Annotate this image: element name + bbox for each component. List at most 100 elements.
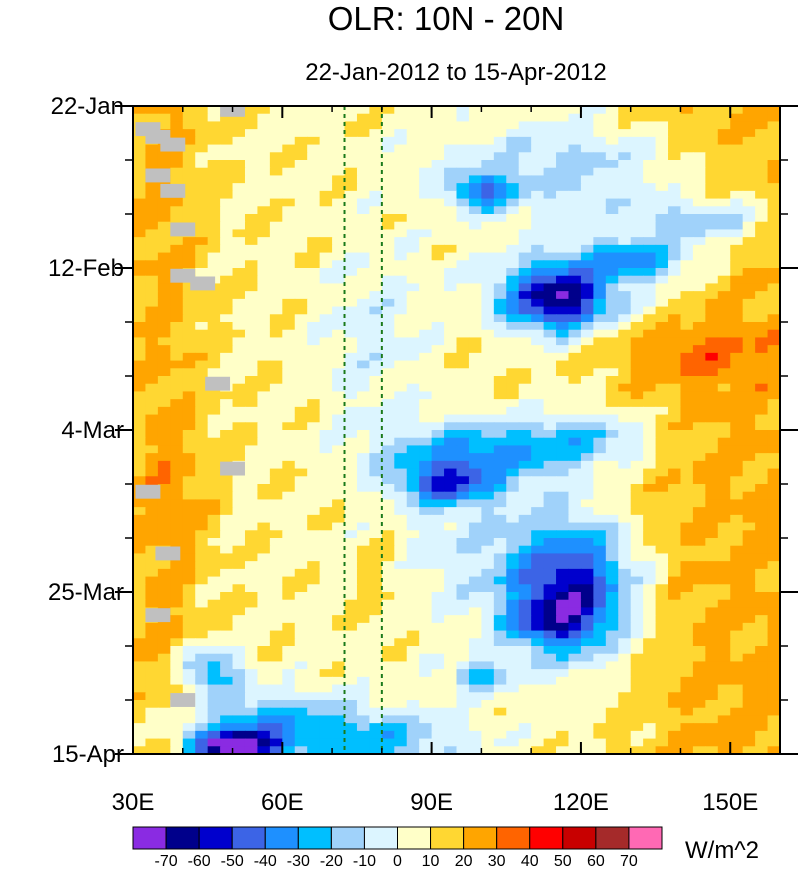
heatmap-cell bbox=[468, 661, 482, 670]
heatmap-cell bbox=[630, 345, 644, 354]
heatmap-cell bbox=[257, 337, 271, 346]
heatmap-cell bbox=[232, 229, 246, 238]
heatmap-cell bbox=[543, 692, 557, 701]
heatmap-cell bbox=[307, 244, 321, 254]
heatmap-cell bbox=[481, 121, 495, 130]
heatmap-cell bbox=[332, 268, 346, 277]
heatmap-cell bbox=[394, 561, 408, 570]
heatmap-cell bbox=[593, 252, 607, 261]
heatmap-cell bbox=[170, 576, 184, 585]
heatmap-cell bbox=[518, 453, 532, 462]
heatmap-cell bbox=[220, 599, 234, 609]
heatmap-cell bbox=[568, 723, 582, 732]
heatmap-cell bbox=[207, 630, 221, 639]
heatmap-cell bbox=[630, 460, 644, 470]
heatmap-cell bbox=[244, 545, 259, 555]
heatmap-cell bbox=[680, 167, 694, 177]
heatmap-cell bbox=[456, 491, 470, 501]
heatmap-cell bbox=[394, 568, 408, 578]
heatmap-cell bbox=[481, 260, 495, 269]
heatmap-cell bbox=[568, 622, 582, 632]
heatmap-cell bbox=[269, 615, 283, 624]
heatmap-cell bbox=[431, 422, 445, 431]
heatmap-cell bbox=[755, 337, 769, 346]
heatmap-cell bbox=[356, 275, 370, 285]
heatmap-cell bbox=[742, 738, 756, 747]
heatmap-cell bbox=[195, 237, 209, 246]
heatmap-cell bbox=[730, 646, 744, 655]
heatmap-cell bbox=[182, 190, 196, 200]
heatmap-cell bbox=[556, 576, 570, 585]
heatmap-cell bbox=[580, 615, 594, 624]
heatmap-cell bbox=[531, 283, 545, 292]
heatmap-cell bbox=[170, 568, 184, 578]
heatmap-cell bbox=[618, 653, 632, 663]
heatmap-cell bbox=[531, 206, 545, 215]
heatmap-cell bbox=[220, 144, 234, 153]
heatmap-cell bbox=[618, 291, 632, 300]
heatmap-cell bbox=[419, 376, 433, 385]
heatmap-cell bbox=[307, 414, 321, 423]
heatmap-cell bbox=[668, 329, 682, 339]
heatmap-cell bbox=[593, 553, 607, 562]
heatmap-cell bbox=[195, 306, 209, 315]
heatmap-cell bbox=[294, 430, 308, 439]
heatmap-cell bbox=[133, 244, 147, 254]
heatmap-cell bbox=[356, 730, 370, 740]
heatmap-cell bbox=[755, 106, 769, 115]
heatmap-cell bbox=[157, 229, 171, 238]
heatmap-cell bbox=[605, 707, 619, 717]
heatmap-cell bbox=[717, 692, 731, 701]
heatmap-cell bbox=[369, 360, 383, 369]
heatmap-cell bbox=[257, 576, 271, 585]
heatmap-cell bbox=[133, 406, 147, 416]
heatmap-cell bbox=[755, 484, 769, 493]
heatmap-cell bbox=[742, 553, 756, 562]
heatmap-cell bbox=[767, 584, 780, 593]
heatmap-cell bbox=[170, 460, 184, 470]
heatmap-cell bbox=[556, 167, 570, 177]
heatmap-cell bbox=[182, 175, 196, 184]
heatmap-cell bbox=[556, 476, 570, 485]
heatmap-cell bbox=[518, 190, 532, 200]
heatmap-cell bbox=[133, 700, 147, 709]
heatmap-cell bbox=[456, 576, 470, 585]
heatmap-cell bbox=[730, 376, 744, 385]
heatmap-cell bbox=[531, 221, 545, 231]
heatmap-cell bbox=[431, 445, 445, 454]
heatmap-cell bbox=[655, 468, 669, 477]
heatmap-cell bbox=[705, 661, 719, 670]
heatmap-cell bbox=[419, 692, 433, 701]
heatmap-cell bbox=[244, 144, 259, 153]
heatmap-cell bbox=[294, 244, 308, 254]
heatmap-cell bbox=[618, 676, 632, 686]
heatmap-cell bbox=[543, 275, 557, 285]
heatmap-cell bbox=[133, 730, 147, 740]
heatmap-cell bbox=[444, 275, 458, 285]
heatmap-cell bbox=[307, 545, 321, 555]
heatmap-cell bbox=[767, 175, 780, 184]
heatmap-cell bbox=[531, 345, 545, 354]
heatmap-cell bbox=[580, 545, 594, 555]
heatmap-cell bbox=[655, 638, 669, 647]
heatmap-cell bbox=[668, 106, 682, 115]
heatmap-cell bbox=[419, 723, 433, 732]
heatmap-cell bbox=[232, 507, 246, 516]
heatmap-cell bbox=[742, 152, 756, 161]
heatmap-cell bbox=[145, 669, 159, 678]
heatmap-cell bbox=[220, 553, 234, 562]
heatmap-cell bbox=[456, 700, 470, 709]
heatmap-cell bbox=[157, 113, 171, 123]
heatmap-cell bbox=[332, 252, 346, 261]
heatmap-cell bbox=[344, 700, 358, 709]
heatmap-cell bbox=[630, 746, 644, 754]
heatmap-cell bbox=[431, 221, 445, 231]
heatmap-cell bbox=[630, 545, 644, 555]
heatmap-cell bbox=[369, 522, 383, 531]
heatmap-cell bbox=[618, 715, 632, 724]
heatmap-cell bbox=[643, 445, 657, 454]
heatmap-cell bbox=[481, 167, 495, 177]
heatmap-cell bbox=[655, 553, 669, 562]
heatmap-cell bbox=[456, 298, 470, 308]
heatmap-cell bbox=[580, 298, 594, 308]
